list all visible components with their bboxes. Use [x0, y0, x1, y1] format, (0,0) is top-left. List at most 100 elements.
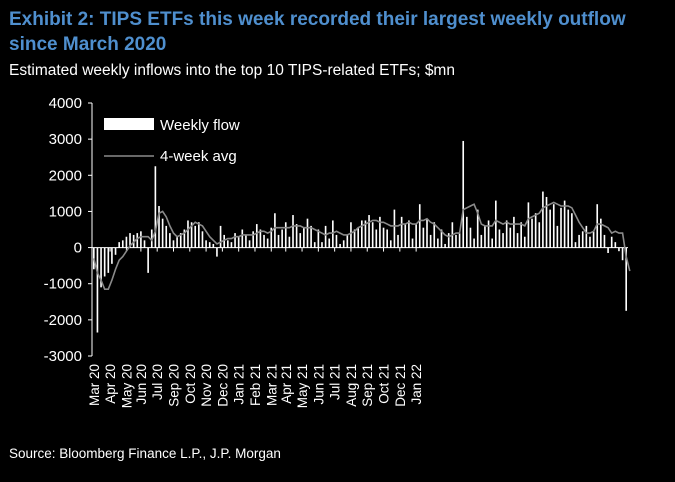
- x-tick-label: Jun 20: [134, 364, 149, 405]
- weekly-flow-bar: [549, 209, 551, 248]
- weekly-flow-bar: [223, 234, 225, 248]
- x-tick-label: Feb 21: [248, 364, 263, 406]
- weekly-flow-bar: [103, 247, 106, 277]
- weekly-flow-bar: [96, 247, 99, 333]
- x-tick-label: Apr 21: [279, 364, 294, 404]
- weekly-flow-bar: [484, 225, 486, 248]
- weekly-flow-bar: [335, 234, 338, 248]
- legend-weekly-flow: Weekly flow: [160, 117, 240, 134]
- chart-subtitle: Estimated weekly inflows into the top 10…: [9, 62, 455, 79]
- weekly-flow-bar: [426, 218, 428, 248]
- weekly-flow-bar: [328, 238, 331, 248]
- weekly-flow-bar: [509, 227, 512, 248]
- weekly-flow-bar: [491, 238, 493, 248]
- y-tick-label: 0: [74, 240, 82, 257]
- weekly-flow-bar: [227, 240, 229, 248]
- weekly-flow-bar: [270, 227, 273, 248]
- weekly-flow-bar: [364, 220, 367, 248]
- weekly-flow-bar: [263, 234, 265, 248]
- weekly-flow-bar: [603, 234, 606, 248]
- weekly-flow-bar: [342, 240, 345, 248]
- weekly-flow-bar: [158, 206, 160, 248]
- weekly-flow-bar: [281, 229, 283, 248]
- weekly-flow-bar: [581, 231, 584, 248]
- source-note: Source: Bloomberg Finance L.P., J.P. Mor…: [9, 446, 281, 461]
- weekly-flow-bar: [230, 242, 233, 248]
- weekly-flow-bar: [560, 207, 562, 248]
- weekly-flow-bar: [466, 216, 468, 248]
- weekly-flow-bar: [292, 215, 294, 248]
- weekly-flow-bar: [462, 140, 465, 248]
- weekly-flow-bar: [404, 224, 407, 248]
- chart-title: Exhibit 2: TIPS ETFs this week recorded …: [9, 9, 626, 55]
- weekly-flow-bar: [542, 191, 544, 248]
- y-tick-label: 1000: [49, 203, 82, 220]
- weekly-flow-bar: [368, 215, 370, 248]
- x-tick-label: Aug 21: [344, 364, 359, 407]
- weekly-flow-bar: [480, 234, 483, 248]
- weekly-flow-bar: [418, 204, 421, 248]
- x-tick-label: May 21: [295, 364, 310, 408]
- four-week-avg-line: [93, 201, 631, 290]
- weekly-flow-bar: [614, 242, 617, 248]
- x-tick-label: Apr 20: [103, 364, 118, 404]
- weekly-flow-bar: [114, 247, 117, 255]
- weekly-flow-bar: [411, 238, 414, 248]
- weekly-flow-bar: [545, 196, 548, 248]
- weekly-flow-bar: [574, 242, 577, 248]
- weekly-flow-bar: [429, 234, 432, 248]
- weekly-flow-bar: [563, 200, 566, 248]
- weekly-flow-bar: [266, 238, 269, 248]
- weekly-flow-bar: [371, 222, 374, 248]
- weekly-flow-bar: [172, 240, 175, 248]
- x-tick-label: Dec 21: [393, 364, 408, 407]
- weekly-flow-bar: [523, 236, 526, 248]
- weekly-flow-bar: [219, 225, 222, 248]
- weekly-flow-bar: [531, 218, 533, 248]
- weekly-flow-bar: [527, 202, 530, 248]
- weekly-flow-bar: [147, 247, 149, 273]
- weekly-flow-bar: [140, 231, 142, 248]
- weekly-flow-bar: [538, 222, 541, 248]
- weekly-flow-bar: [169, 233, 171, 248]
- weekly-flow-bar: [100, 247, 102, 288]
- weekly-flow-bar: [476, 209, 479, 248]
- weekly-flow-bar: [248, 240, 251, 248]
- weekly-flow-bar: [386, 229, 388, 248]
- weekly-flow-bar: [346, 234, 349, 248]
- weekly-flow-bar: [379, 216, 381, 248]
- weekly-flow-bar: [216, 247, 218, 257]
- x-tick-label: Jul 20: [150, 364, 165, 400]
- weekly-flow-bar: [437, 238, 439, 248]
- weekly-flow-bar: [303, 227, 305, 248]
- weekly-flow-bar: [534, 213, 537, 248]
- weekly-flow-bar: [176, 236, 178, 248]
- weekly-flow-bar: [567, 209, 570, 248]
- weekly-flow-bar: [205, 240, 207, 248]
- weekly-flow-bar: [183, 229, 186, 248]
- weekly-flow-bar: [505, 220, 508, 248]
- weekly-flow-bar: [473, 238, 475, 248]
- weekly-flow-bar: [621, 247, 624, 261]
- weekly-flow-bar: [455, 234, 457, 248]
- weekly-flow-bar: [433, 222, 436, 248]
- weekly-flow-bar: [107, 247, 110, 273]
- weekly-flow-bar: [332, 220, 334, 248]
- weekly-flow-bar: [317, 229, 320, 248]
- avg-line-group: [93, 201, 631, 290]
- weekly-flow-bar: [592, 231, 595, 248]
- weekly-flow-bar: [321, 242, 323, 248]
- x-tick-label: Oct 21: [377, 364, 392, 404]
- weekly-flow-bar: [306, 218, 309, 248]
- weekly-flow-bar: [585, 225, 588, 248]
- weekly-flow-bar: [299, 233, 302, 248]
- weekly-flow-bar: [610, 236, 613, 248]
- weekly-flow-bar: [447, 233, 450, 248]
- weekly-flow-bar: [277, 234, 280, 248]
- weekly-flow-bar: [241, 229, 244, 248]
- weekly-flow-bar: [422, 227, 425, 248]
- weekly-flow-bar: [382, 227, 385, 248]
- weekly-flow-bar: [513, 216, 515, 248]
- weekly-flow-bar: [190, 222, 193, 248]
